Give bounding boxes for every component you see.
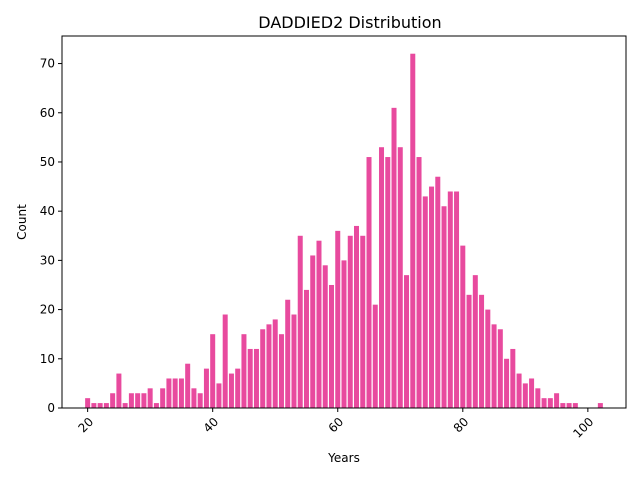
bar	[379, 147, 385, 408]
x-axis-label: Years	[327, 451, 360, 465]
bar	[291, 314, 297, 408]
bar	[197, 393, 203, 408]
bar	[91, 403, 97, 408]
bar	[178, 378, 184, 408]
bar	[328, 284, 334, 408]
bar	[366, 157, 372, 408]
bar	[172, 378, 178, 408]
bar	[85, 398, 91, 408]
bar	[253, 348, 259, 408]
y-tick-label: 70	[40, 57, 55, 71]
bar	[435, 176, 441, 408]
bar	[335, 230, 341, 408]
bar	[135, 393, 141, 408]
bar	[316, 240, 322, 408]
bar	[372, 304, 378, 408]
bar	[454, 191, 460, 408]
bar	[128, 393, 134, 408]
bar	[422, 196, 428, 408]
bar	[266, 324, 272, 408]
bar	[560, 403, 566, 408]
bar	[147, 388, 153, 408]
bar	[235, 368, 241, 408]
bar	[153, 403, 159, 408]
bar	[228, 373, 234, 408]
bar	[504, 358, 510, 408]
bar	[385, 157, 391, 408]
y-axis-ticks: 0 10 20 30 40 50 60 70	[40, 57, 62, 415]
bar	[485, 309, 491, 408]
plot-frame	[61, 35, 627, 409]
bar	[547, 398, 553, 408]
bar	[322, 265, 328, 408]
bar	[516, 373, 522, 408]
y-tick-label: 40	[40, 204, 55, 218]
bar	[303, 289, 309, 408]
bar	[341, 260, 347, 408]
bar	[354, 225, 359, 408]
bar	[241, 334, 247, 408]
bar	[472, 275, 478, 408]
bar	[491, 324, 497, 408]
bar	[97, 403, 103, 408]
bar	[416, 157, 422, 408]
y-axis-label: Count	[15, 204, 29, 240]
y-tick-label: 30	[40, 253, 55, 267]
bar	[103, 403, 109, 408]
y-tick-label: 20	[40, 303, 55, 317]
bar	[110, 393, 116, 408]
bars-group	[85, 53, 603, 409]
y-tick-label: 60	[40, 106, 55, 120]
bar	[272, 319, 278, 408]
bar	[347, 235, 353, 408]
bar	[160, 388, 166, 408]
bar	[210, 334, 216, 408]
bar	[397, 147, 403, 408]
bar	[278, 334, 284, 408]
bar	[360, 235, 366, 408]
bar	[447, 191, 453, 408]
bar	[479, 294, 485, 408]
bar	[216, 383, 222, 408]
bar	[310, 255, 316, 408]
bar	[529, 378, 535, 408]
bar	[410, 53, 416, 409]
bar	[460, 245, 466, 408]
y-tick-label: 0	[47, 401, 55, 415]
bar	[535, 388, 541, 408]
bar	[541, 398, 547, 408]
bar	[185, 363, 191, 408]
bar	[404, 275, 410, 408]
bar	[522, 383, 528, 408]
bar	[122, 403, 128, 408]
bar	[597, 403, 603, 408]
bar	[116, 373, 122, 408]
bar	[141, 393, 147, 408]
bar	[572, 403, 578, 408]
bar	[166, 378, 172, 408]
bar	[247, 348, 253, 408]
bar	[285, 299, 291, 408]
bar	[466, 294, 472, 408]
bar	[222, 314, 228, 408]
bar	[441, 206, 447, 408]
bar	[260, 329, 266, 408]
bar	[497, 329, 503, 408]
y-tick-label: 50	[40, 155, 55, 169]
y-tick-label: 10	[40, 352, 55, 366]
bar	[554, 393, 560, 408]
bar	[191, 388, 197, 408]
bar	[203, 368, 209, 408]
bar	[391, 107, 397, 408]
bar	[297, 235, 303, 408]
chart-title: DADDIED2 Distribution	[258, 13, 441, 32]
bar	[566, 403, 572, 408]
bar	[429, 186, 435, 408]
bar	[510, 348, 516, 408]
